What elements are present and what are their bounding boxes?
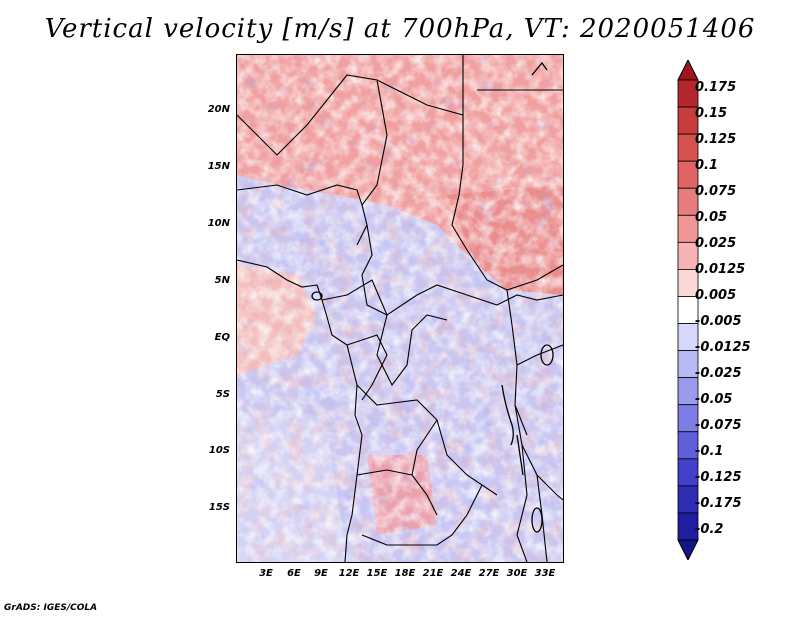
grads-credit: GrADS: IGES/COLA bbox=[4, 603, 98, 613]
lon-label-12e: 12E bbox=[338, 568, 360, 579]
cb-label-5: 0.05 bbox=[695, 210, 728, 225]
cb-label-7: 0.0125 bbox=[695, 262, 746, 277]
lat-label-10s: 10S bbox=[208, 445, 230, 456]
cb-label-8: 0.005 bbox=[695, 288, 737, 303]
colorbar bbox=[677, 60, 699, 560]
lat-label-eq: EQ bbox=[214, 332, 230, 343]
cb-label-16: -0.175 bbox=[695, 496, 742, 511]
field-texture-red bbox=[237, 55, 563, 562]
lat-label-5n: 5N bbox=[214, 275, 230, 286]
lon-label-24e: 24E bbox=[450, 568, 472, 579]
lon-label-18e: 18E bbox=[394, 568, 416, 579]
lon-label-27e: 27E bbox=[478, 568, 500, 579]
cb-label-11: -0.025 bbox=[695, 366, 742, 381]
cb-label-10: -0.0125 bbox=[695, 340, 751, 355]
cb-label-12: -0.05 bbox=[695, 392, 733, 407]
lat-label-20n: 20N bbox=[207, 104, 230, 115]
lon-label-15e: 15E bbox=[366, 568, 388, 579]
lon-label-21e: 21E bbox=[422, 568, 444, 579]
cb-label-1: 0.15 bbox=[695, 106, 728, 121]
lat-label-15n: 15N bbox=[207, 161, 230, 172]
coastline-and-borders bbox=[237, 55, 563, 562]
lakes bbox=[311, 61, 554, 533]
chart-title: Vertical velocity [m/s] at 700hPa, VT: 2… bbox=[44, 14, 756, 44]
cb-label-15: -0.125 bbox=[695, 470, 742, 485]
cb-label-9: -0.005 bbox=[695, 314, 742, 329]
lat-label-15s: 15S bbox=[208, 502, 230, 513]
cb-label-3: 0.1 bbox=[695, 158, 719, 173]
lon-label-9e: 9E bbox=[314, 568, 328, 579]
cb-label-17: -0.2 bbox=[695, 522, 724, 537]
lon-label-6e: 6E bbox=[287, 568, 301, 579]
colorbar-bottom-triangle bbox=[677, 539, 699, 560]
colorbar-top-triangle bbox=[677, 60, 699, 81]
cb-label-14: -0.1 bbox=[695, 444, 724, 459]
lon-label-33e: 33E bbox=[534, 568, 556, 579]
lon-label-3e: 3E bbox=[259, 568, 273, 579]
cb-label-2: 0.125 bbox=[695, 132, 737, 147]
lat-label-5s: 5S bbox=[215, 389, 230, 400]
lat-label-10n: 10N bbox=[207, 218, 230, 229]
cb-label-4: 0.075 bbox=[695, 184, 737, 199]
lon-label-30e: 30E bbox=[506, 568, 528, 579]
cb-label-0: 0.175 bbox=[695, 80, 737, 95]
cb-label-13: -0.075 bbox=[695, 418, 742, 433]
cb-label-6: 0.025 bbox=[695, 236, 737, 251]
map-panel bbox=[236, 54, 564, 563]
